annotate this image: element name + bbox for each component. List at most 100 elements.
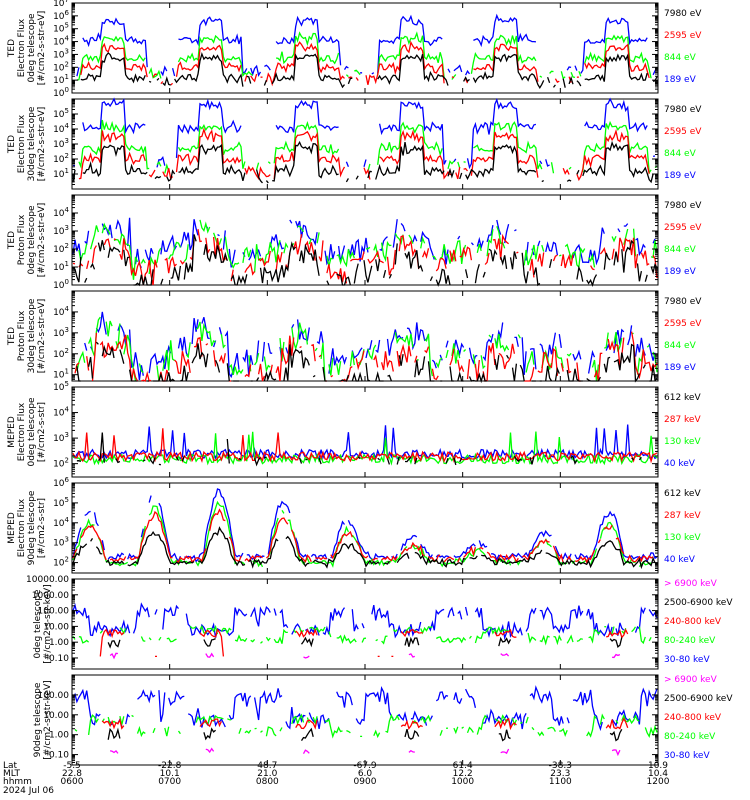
y-tick-label: 1.00 [49, 638, 69, 648]
legend-entry: 7980 eV [664, 201, 702, 211]
series--6900-kev [109, 747, 621, 757]
series-189-ev [84, 311, 656, 380]
ted-electron-30deg-panel: 101 102 103 104 105 TED Electron Flux 30deg tel… [7, 97, 702, 190]
legend-entry: 30-80 keV [664, 655, 710, 665]
footer-mlt: 22.8 [62, 769, 82, 779]
y-tick-label: 104 [53, 406, 69, 419]
series-844-ev [76, 316, 658, 382]
y-tick-label: 100.00 [38, 607, 70, 617]
y-tick-label: 107 [53, 0, 69, 9]
y-axis-label: 0deg telescope [27, 13, 37, 83]
y-tick-label: 103 [53, 224, 69, 237]
y-tick-label: 103 [53, 137, 69, 150]
series-844-ev [76, 31, 652, 81]
y-tick-label: 102 [53, 556, 69, 569]
y-axis-label: 30deg telescope [27, 106, 37, 181]
series-844-ev [78, 119, 658, 175]
y-axis-label: [#/cm2-s-str-keV] [43, 584, 53, 663]
y-axis-label: Electron Flux [17, 18, 27, 77]
footer-lat: -5.5 [63, 761, 81, 771]
series-2595-ev [72, 228, 658, 286]
y-tick-label: 102 [53, 152, 69, 165]
footer-row-label: 2024 Jul 06 [3, 786, 54, 796]
legend-entry: 844 eV [664, 341, 697, 351]
y-axis-label: [#/cm2-s-str] [37, 402, 47, 462]
y-tick-label: 102 [53, 60, 69, 73]
y-tick-label: 103 [53, 326, 69, 339]
footer-row-label: Lat [3, 761, 18, 771]
y-axis-label: MEPED [7, 512, 17, 544]
y-tick-label: 102 [53, 457, 69, 470]
y-axis-label: [#/cm2-s-str] [37, 498, 47, 558]
plot-frame [71, 290, 659, 382]
footer-mlt: 21.0 [257, 769, 277, 779]
y-tick-label: 105 [53, 22, 69, 35]
y-axis-label: [#/cm2-s-str-eV] [37, 299, 47, 374]
legend-entry: 189 eV [664, 75, 697, 85]
footer-hhmm: 1100 [549, 777, 572, 787]
series-189-ev [72, 97, 656, 170]
footer-hhmm: 1200 [647, 777, 670, 787]
legend-entry: 844 eV [664, 149, 697, 159]
y-tick-label: 106 [53, 9, 69, 22]
y-axis-label: [#/cm2-s-str-eV] [37, 203, 47, 278]
legend-entry: 287 keV [664, 415, 701, 425]
series-80-240-kev [74, 713, 658, 739]
y-axis-label: Proton Flux [17, 214, 27, 265]
footer-lat: -22.8 [158, 761, 182, 771]
y-axis-label: [#/cm2-s-str-keV] [43, 680, 53, 759]
legend-entry: 80-240 keV [664, 732, 716, 742]
legend-entry: 844 eV [664, 53, 697, 63]
y-axis-label: 90deg telescope [33, 682, 43, 757]
legend-entry: 189 eV [664, 363, 697, 373]
legend-entry: 80-240 keV [664, 636, 716, 646]
legend-entry: 40 keV [664, 555, 696, 565]
y-axis-label: Electron Flux [17, 402, 27, 461]
legend-entry: 7980 eV [664, 297, 702, 307]
legend-entry: 287 keV [664, 511, 701, 521]
series-130-kev [72, 431, 658, 466]
legend-entry: 7980 eV [664, 9, 702, 19]
y-tick-label: 106 [53, 476, 69, 489]
y-tick-label: 101 [53, 368, 69, 381]
footer-hhmm: 0900 [354, 777, 377, 787]
series-2500-6900-kev [107, 727, 623, 742]
legend-entry: 189 eV [664, 267, 697, 277]
footer-row-label: MLT [3, 769, 21, 779]
y-tick-label: 1000.00 [32, 591, 69, 601]
legend-entry: 240-800 keV [664, 617, 722, 627]
series-7980-ev [72, 234, 658, 287]
series-240-800-kev [99, 628, 629, 658]
y-tick-label: 100 [53, 278, 69, 291]
y-tick-label: 10000.00 [26, 575, 69, 585]
footer-hhmm: 0600 [61, 777, 84, 787]
footer-mlt: 10.1 [160, 769, 180, 779]
plot-frame [71, 98, 659, 190]
footer-lat: 48.7 [257, 761, 277, 771]
footer-mlt: 6.0 [358, 769, 373, 779]
legend-entry: 130 keV [664, 437, 701, 447]
y-tick-label: 100 [53, 86, 69, 99]
series-287-kev [72, 428, 658, 464]
series-844-ev [78, 219, 658, 280]
series-30-80-kev [72, 602, 658, 641]
y-tick-label: 103 [53, 431, 69, 444]
legend-entry: 844 eV [664, 245, 697, 255]
y-axis-label: 0deg telescope [33, 589, 43, 659]
plot-frame [71, 674, 659, 766]
y-axis-label: [#/cm2-s-str-eV] [37, 11, 47, 86]
footer-row-label: hhmm [3, 777, 32, 787]
y-axis-label: TED [7, 39, 17, 58]
legend-entry: 240-800 keV [664, 713, 722, 723]
series-40-kev [72, 488, 658, 563]
y-tick-label: 0.10 [49, 654, 69, 664]
y-tick-label: 104 [53, 206, 69, 219]
y-axis-label: 30deg telescope [27, 298, 37, 373]
y-axis-label: 0deg telescope [27, 205, 37, 275]
y-tick-label: 101 [53, 167, 69, 180]
legend-entry: 40 keV [664, 459, 696, 469]
y-tick-label: 100.00 [38, 691, 70, 701]
